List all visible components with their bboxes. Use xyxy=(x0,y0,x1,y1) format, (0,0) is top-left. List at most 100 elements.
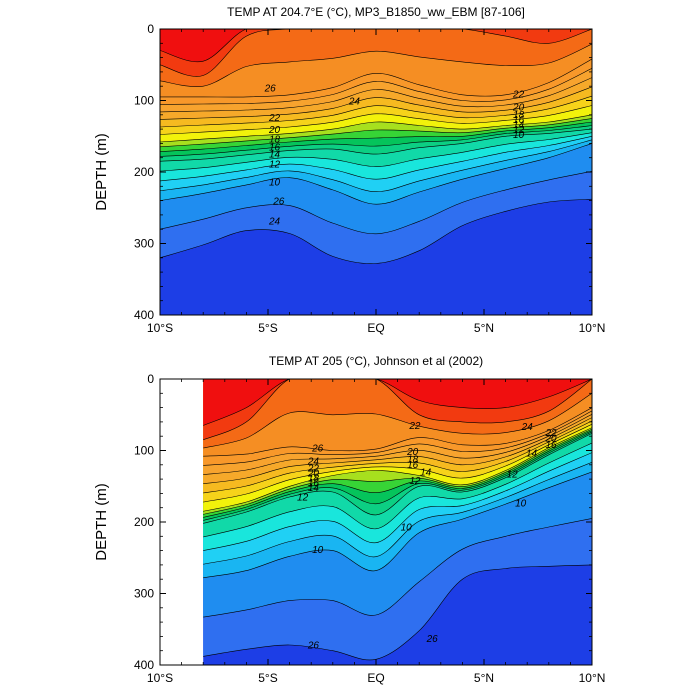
x-tick-label: 5°N xyxy=(474,321,494,335)
isotherm-10c xyxy=(203,564,592,661)
y-tick-label: 400 xyxy=(134,308,154,322)
bottom-panel-x-ticks: 10°S 5°S EQ 5°N 10°N xyxy=(147,379,605,685)
top-panel-y-ticks: 0 100 200 300 400 xyxy=(134,22,592,322)
isotherm-28c xyxy=(203,379,592,441)
contour-label: 24 xyxy=(307,457,320,468)
isotherm-13c xyxy=(160,139,592,193)
contour-label: 22 xyxy=(408,421,421,432)
isotherm-24c xyxy=(160,77,592,113)
contour-label: 10 xyxy=(269,177,281,188)
isotherm-15c xyxy=(203,442,592,538)
y-tick-label: 200 xyxy=(134,515,154,529)
contour-label: 20 xyxy=(512,102,525,113)
contour-label: 16 xyxy=(269,142,281,153)
top-panel-title: TEMP AT 204.7°E (°C), MP3_B1850_ww_EBM [… xyxy=(227,5,525,19)
top-panel-x-ticks: 10°S 5°S EQ 5°N 10°N xyxy=(147,29,605,335)
contour-label: 14 xyxy=(513,120,525,131)
contour-label: 16 xyxy=(407,460,419,471)
bottom-panel-y-ticks: 0 100 200 300 400 xyxy=(134,372,592,672)
isotherm-26c xyxy=(160,58,592,98)
isotherm-21c xyxy=(203,424,592,503)
y-tick-label: 100 xyxy=(134,94,154,108)
contour-label: 26 xyxy=(272,197,285,208)
contour-label: 14 xyxy=(269,149,281,160)
contour-label: 20 xyxy=(544,434,557,445)
contour-label: 16 xyxy=(513,115,525,126)
contour-label: 26 xyxy=(307,640,320,651)
contour-label: 14 xyxy=(420,467,432,478)
contour-label: 12 xyxy=(507,469,519,480)
isotherm-10c xyxy=(160,198,592,264)
isotherm-23c xyxy=(160,86,592,120)
isotherm-21c xyxy=(160,105,592,135)
isotherm-18c xyxy=(160,121,592,152)
isotherm-29c xyxy=(160,29,592,63)
contour-label: 10 xyxy=(513,130,525,141)
isotherm-17c xyxy=(160,125,592,157)
isotherm-22c xyxy=(203,420,592,494)
x-tick-label: 5°N xyxy=(474,671,494,685)
fill-band-27c xyxy=(160,29,592,87)
isotherm-14c xyxy=(203,452,592,551)
contour-label: 18 xyxy=(407,454,419,465)
isotherm-25c xyxy=(160,68,592,105)
contour-label: 10 xyxy=(312,545,324,556)
contour-label: 18 xyxy=(308,474,320,485)
isotherm-11c xyxy=(203,518,592,618)
top-panel: TEMP AT 204.7°E (°C), MP3_B1850_ww_EBM [… xyxy=(93,5,605,335)
y-tick-label: 100 xyxy=(134,444,154,458)
contour-label: 10 xyxy=(401,522,413,533)
isotherm-28c xyxy=(160,29,592,77)
x-tick-label: 10°S xyxy=(147,321,173,335)
isotherm-25c xyxy=(203,410,592,466)
contour-label: 26 xyxy=(264,84,277,95)
x-tick-label: 10°S xyxy=(147,671,173,685)
isotherm-13c xyxy=(203,462,592,565)
contour-label: 12 xyxy=(513,125,525,136)
bottom-panel-y-axis-label: DEPTH (m) xyxy=(93,483,110,561)
isotherm-24c xyxy=(203,414,592,475)
contour-label: 10 xyxy=(515,499,527,510)
contour-label: 26 xyxy=(426,634,439,645)
contour-label: 22 xyxy=(512,89,525,100)
isotherm-11c xyxy=(160,171,592,235)
contour-label: 22 xyxy=(544,428,557,439)
contour-label: 24 xyxy=(348,97,361,108)
x-tick-label: 10°N xyxy=(579,321,606,335)
contour-label: 12 xyxy=(297,492,309,503)
isotherm-23c xyxy=(203,417,592,484)
fill-band-29c xyxy=(160,29,592,62)
isotherm-20c xyxy=(160,114,592,143)
y-tick-label: 300 xyxy=(134,587,154,601)
isotherm-19c xyxy=(203,428,592,515)
y-tick-label: 400 xyxy=(134,658,154,672)
top-panel-temperature-fill xyxy=(160,29,592,315)
bottom-panel-isotherms xyxy=(203,379,592,661)
y-tick-label: 200 xyxy=(134,165,154,179)
isotherm-27c xyxy=(160,43,592,87)
contour-label: 20 xyxy=(406,447,419,458)
contour-label: 16 xyxy=(545,440,557,451)
y-tick-label: 0 xyxy=(147,372,154,386)
contour-label: 20 xyxy=(268,125,281,136)
contour-label: 14 xyxy=(526,449,538,460)
contour-label: 20 xyxy=(307,469,320,480)
isotherm-29c xyxy=(203,379,592,426)
x-tick-label: 10°N xyxy=(579,671,606,685)
isotherm-22c xyxy=(160,95,592,128)
isotherm-18c xyxy=(203,430,592,518)
contour-label: 24 xyxy=(268,217,281,228)
isotherm-14c xyxy=(160,136,592,182)
isotherm-17c xyxy=(203,431,592,521)
y-tick-label: 300 xyxy=(134,237,154,251)
isotherm-16c xyxy=(160,128,592,162)
contour-label: 18 xyxy=(513,110,525,121)
bottom-panel-title: TEMP AT 205 (°C), Johnson et al (2002) xyxy=(269,354,483,368)
contour-label: 24 xyxy=(521,422,534,433)
bottom-panel-temperature-fill xyxy=(203,379,592,665)
isotherm-19c xyxy=(160,118,592,148)
contour-label: 22 xyxy=(307,464,320,475)
contour-label: 12 xyxy=(409,476,421,487)
